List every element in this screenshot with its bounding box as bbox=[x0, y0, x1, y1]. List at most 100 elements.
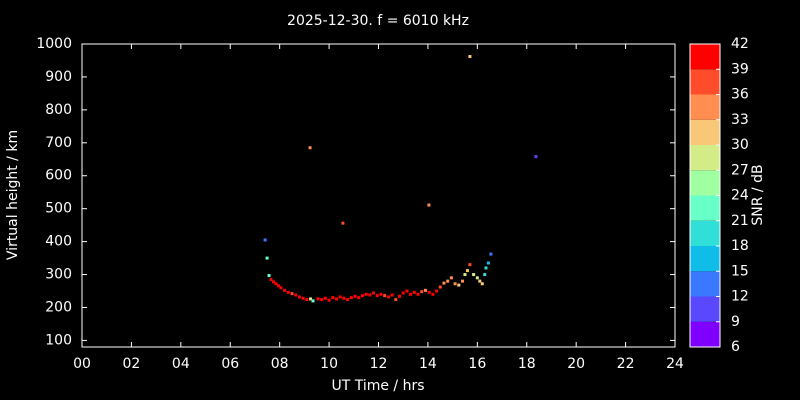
data-point bbox=[449, 276, 453, 280]
data-point bbox=[427, 203, 431, 207]
data-point bbox=[308, 146, 312, 150]
colorbar-tick-label: 18 bbox=[731, 238, 749, 254]
data-point bbox=[271, 280, 275, 284]
colorbar-tick-label: 39 bbox=[731, 61, 749, 77]
x-tick-label: 02 bbox=[123, 356, 141, 372]
data-point bbox=[463, 273, 467, 277]
data-point bbox=[427, 290, 431, 294]
data-point bbox=[353, 294, 357, 298]
data-point bbox=[483, 273, 487, 277]
data-point bbox=[342, 296, 346, 300]
y-tick-label: 800 bbox=[45, 102, 72, 118]
data-point bbox=[472, 273, 476, 277]
data-point bbox=[334, 297, 338, 301]
data-point bbox=[276, 284, 280, 288]
data-point bbox=[401, 291, 405, 295]
data-point bbox=[398, 294, 402, 298]
colorbar-tick-label: 36 bbox=[731, 87, 749, 103]
x-tick-label: 20 bbox=[567, 356, 585, 372]
x-tick-label: 16 bbox=[468, 356, 486, 372]
data-point bbox=[534, 155, 538, 159]
data-point bbox=[478, 279, 482, 283]
data-point bbox=[416, 292, 420, 296]
x-tick-label: 12 bbox=[370, 356, 388, 372]
colorbar-tick-label: 21 bbox=[731, 213, 749, 229]
data-point bbox=[311, 299, 315, 303]
y-tick-label: 1000 bbox=[36, 36, 72, 52]
data-point bbox=[394, 298, 398, 302]
data-point bbox=[279, 286, 283, 290]
data-point bbox=[297, 295, 301, 299]
x-tick-label: 04 bbox=[172, 356, 190, 372]
data-point bbox=[274, 282, 278, 286]
colorbar-tick-label: 27 bbox=[731, 162, 749, 178]
data-point bbox=[461, 279, 465, 283]
colorbar-band bbox=[690, 246, 720, 272]
data-point bbox=[423, 288, 427, 292]
colorbar-band bbox=[690, 296, 720, 322]
data-point bbox=[357, 296, 361, 300]
y-tick-label: 400 bbox=[45, 234, 72, 250]
colorbar-tick-label: 9 bbox=[731, 314, 740, 330]
data-point bbox=[453, 282, 457, 286]
data-point bbox=[265, 256, 269, 260]
colorbar-band bbox=[690, 170, 720, 196]
data-point bbox=[331, 296, 335, 300]
data-point bbox=[468, 55, 472, 59]
data-point bbox=[309, 297, 313, 301]
data-point bbox=[446, 279, 450, 283]
x-axis-label: UT Time / hrs bbox=[331, 378, 424, 394]
colorbar-tick-label: 30 bbox=[731, 137, 749, 153]
data-point bbox=[375, 294, 379, 298]
colorbar-tick-label: 42 bbox=[731, 36, 749, 52]
data-point bbox=[390, 293, 394, 297]
colorbar-tick-label: 6 bbox=[731, 339, 740, 355]
data-point bbox=[484, 266, 488, 270]
colorbar-tick-label: 24 bbox=[731, 188, 749, 204]
x-tick-label: 18 bbox=[518, 356, 536, 372]
data-point bbox=[372, 291, 376, 295]
colorbar-label: SNR / dB bbox=[750, 164, 766, 225]
colorbar-band bbox=[690, 321, 720, 347]
x-tick-label: 00 bbox=[73, 356, 91, 372]
data-point bbox=[386, 295, 390, 299]
colorbar-tick-label: 33 bbox=[731, 112, 749, 128]
data-point bbox=[383, 294, 387, 298]
colorbar-band bbox=[690, 69, 720, 95]
data-point bbox=[431, 292, 435, 296]
data-point bbox=[368, 293, 372, 297]
data-point bbox=[323, 296, 327, 300]
data-point bbox=[327, 298, 331, 302]
data-point bbox=[475, 276, 479, 280]
x-tick-label: 22 bbox=[617, 356, 635, 372]
data-point bbox=[341, 221, 345, 225]
data-point bbox=[465, 269, 469, 273]
colorbar-band bbox=[690, 220, 720, 246]
data-point bbox=[283, 288, 287, 292]
data-point bbox=[412, 290, 416, 294]
data-point bbox=[294, 293, 298, 297]
data-point bbox=[486, 261, 490, 265]
colorbar-tick-label: 15 bbox=[731, 263, 749, 279]
y-tick-label: 900 bbox=[45, 69, 72, 85]
data-point bbox=[320, 298, 324, 302]
data-point bbox=[349, 296, 353, 300]
data-point bbox=[468, 263, 472, 267]
data-point bbox=[316, 297, 320, 301]
colorbar-tick-label: 12 bbox=[731, 289, 749, 305]
x-tick-label: 14 bbox=[419, 356, 437, 372]
data-point bbox=[379, 292, 383, 296]
data-point bbox=[267, 274, 271, 278]
data-point bbox=[364, 292, 368, 296]
x-tick-label: 24 bbox=[666, 356, 684, 372]
y-tick-label: 200 bbox=[45, 299, 72, 315]
data-point bbox=[442, 281, 446, 285]
chart-title: 2025-12-30. f = 6010 kHz bbox=[287, 13, 469, 29]
data-point bbox=[286, 290, 290, 294]
data-point bbox=[435, 289, 439, 293]
data-point bbox=[405, 289, 409, 293]
x-tick-label: 10 bbox=[320, 356, 338, 372]
y-tick-label: 600 bbox=[45, 168, 72, 184]
data-point bbox=[338, 295, 342, 299]
